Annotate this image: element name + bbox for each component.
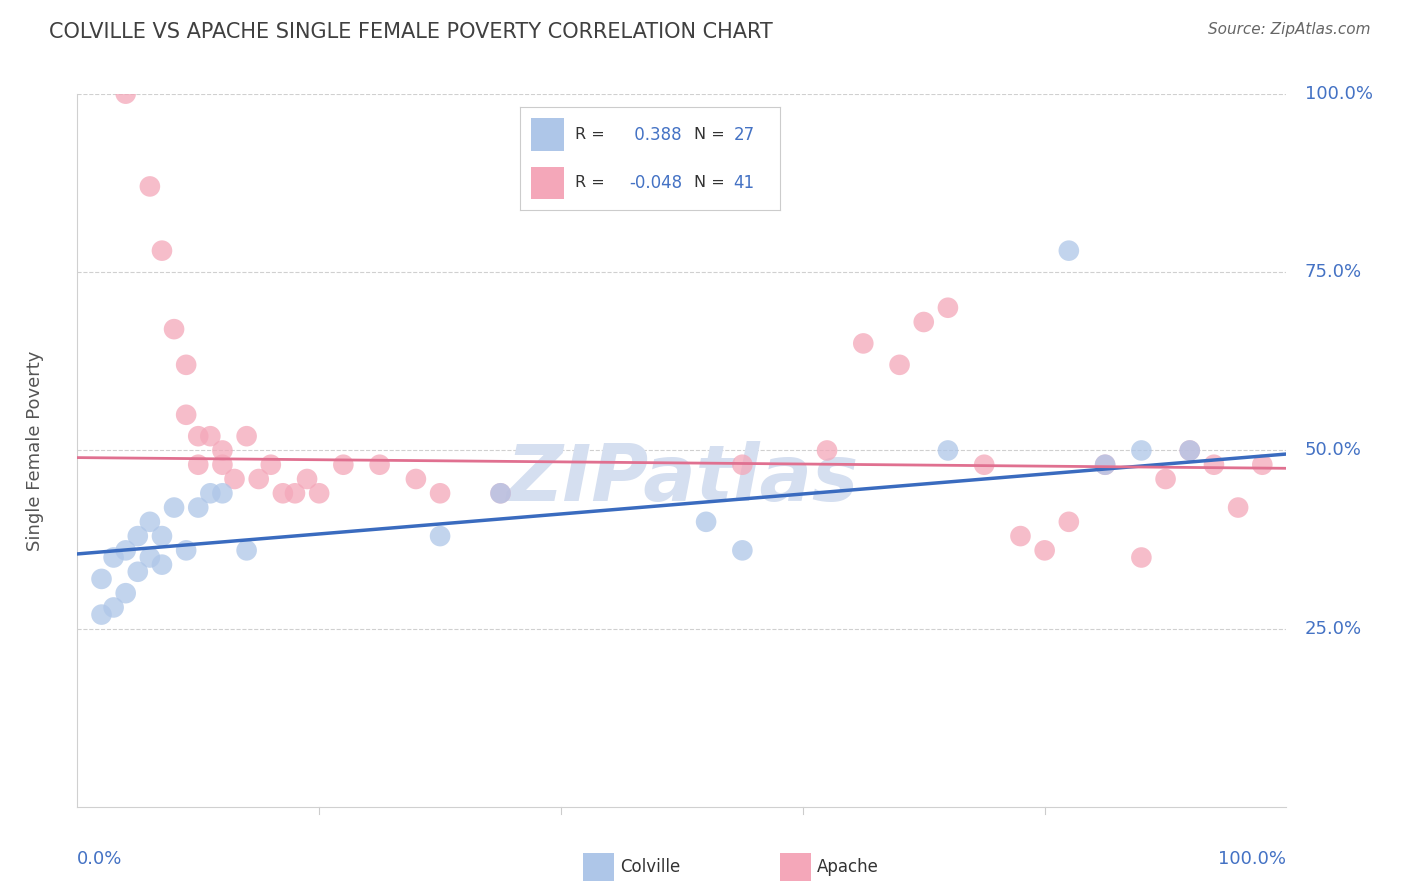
Point [731, 458, 754, 472]
Point [1130, 550, 1153, 565]
Text: 41: 41 [734, 174, 755, 192]
Point [912, 315, 935, 329]
Point [1057, 244, 1080, 258]
Text: -0.048: -0.048 [630, 174, 682, 192]
Text: 75.0%: 75.0% [1305, 263, 1362, 281]
Text: R =: R = [575, 176, 605, 191]
Point [936, 301, 959, 315]
Point [429, 486, 451, 500]
Point [114, 87, 136, 101]
Point [211, 443, 233, 458]
Point [235, 429, 257, 443]
Point [1178, 443, 1201, 458]
Point [174, 543, 197, 558]
Point [114, 586, 136, 600]
Text: Single Female Poverty: Single Female Poverty [25, 351, 44, 550]
Point [127, 529, 149, 543]
Point [368, 458, 391, 472]
Point [1094, 458, 1116, 472]
Text: Apache: Apache [817, 858, 879, 876]
Point [187, 500, 209, 515]
Point [973, 458, 995, 472]
Text: R =: R = [575, 128, 605, 142]
Point [852, 336, 875, 351]
Point [174, 358, 197, 372]
Point [1178, 443, 1201, 458]
Point [127, 565, 149, 579]
Text: N =: N = [695, 176, 725, 191]
Point [489, 486, 512, 500]
Text: 0.388: 0.388 [630, 126, 682, 144]
Point [1154, 472, 1177, 486]
Point [429, 529, 451, 543]
Text: Source: ZipAtlas.com: Source: ZipAtlas.com [1208, 22, 1371, 37]
Text: N =: N = [695, 128, 725, 142]
Text: 25.0%: 25.0% [1305, 620, 1362, 638]
Point [114, 543, 136, 558]
Point [936, 443, 959, 458]
Point [174, 408, 197, 422]
Point [695, 515, 717, 529]
Point [308, 486, 330, 500]
Text: COLVILLE VS APACHE SINGLE FEMALE POVERTY CORRELATION CHART: COLVILLE VS APACHE SINGLE FEMALE POVERTY… [49, 22, 773, 42]
Point [200, 486, 222, 500]
Point [150, 529, 173, 543]
Point [247, 472, 270, 486]
Point [1202, 458, 1225, 472]
Point [200, 429, 222, 443]
Point [1251, 458, 1274, 472]
Point [187, 429, 209, 443]
Point [295, 472, 318, 486]
Point [103, 550, 125, 565]
Point [211, 486, 233, 500]
Point [211, 458, 233, 472]
Text: ZIPatlas: ZIPatlas [506, 441, 858, 517]
Text: 50.0%: 50.0% [1305, 442, 1361, 459]
Point [187, 458, 209, 472]
Point [1033, 543, 1056, 558]
Point [235, 543, 257, 558]
Point [815, 443, 838, 458]
Point [284, 486, 307, 500]
Point [489, 486, 512, 500]
Point [163, 322, 186, 336]
Point [224, 472, 246, 486]
Text: 100.0%: 100.0% [1305, 85, 1372, 103]
Point [139, 179, 162, 194]
Point [150, 244, 173, 258]
Point [150, 558, 173, 572]
Point [260, 458, 283, 472]
Point [90, 572, 112, 586]
FancyBboxPatch shape [530, 119, 564, 151]
Point [90, 607, 112, 622]
Point [1057, 515, 1080, 529]
Point [163, 500, 186, 515]
Point [405, 472, 427, 486]
Point [1010, 529, 1032, 543]
Text: Colville: Colville [620, 858, 681, 876]
Text: 0.0%: 0.0% [77, 850, 122, 868]
Point [271, 486, 294, 500]
Text: 27: 27 [734, 126, 755, 144]
Point [139, 550, 162, 565]
FancyBboxPatch shape [530, 167, 564, 199]
Point [889, 358, 911, 372]
Point [1227, 500, 1250, 515]
Point [1130, 443, 1153, 458]
Point [332, 458, 354, 472]
Point [103, 600, 125, 615]
Point [731, 543, 754, 558]
Point [139, 515, 162, 529]
Point [1094, 458, 1116, 472]
Text: 100.0%: 100.0% [1219, 850, 1286, 868]
